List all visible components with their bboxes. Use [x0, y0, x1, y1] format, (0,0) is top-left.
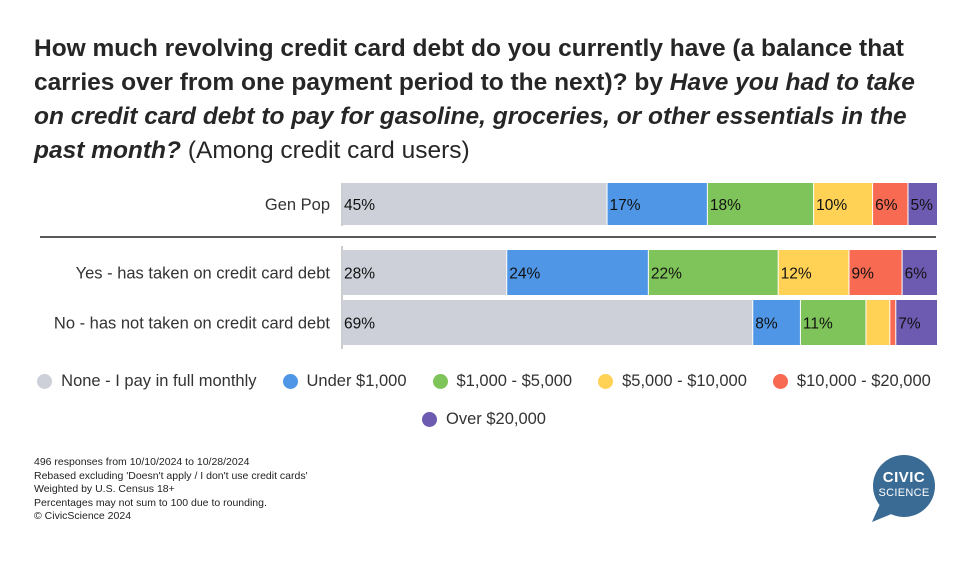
title-main: How much revolving credit card debt do y…	[34, 35, 904, 96]
stacked-bar-chart: Gen Pop 45% 17% 18% 10% 6% 5% Yes - has taken o…	[40, 183, 937, 349]
data-label: 24%	[509, 266, 540, 283]
footnote-line: © CivicScience 2024	[34, 510, 132, 522]
bar-segment	[342, 250, 507, 295]
logo-line1: CIVIC	[882, 469, 926, 486]
data-label: 69%	[344, 316, 375, 333]
title-by: by	[634, 69, 663, 96]
data-label: 18%	[710, 197, 741, 214]
bar-segment	[753, 300, 800, 345]
legend-label: Over $20,000	[446, 409, 546, 428]
bar-segment	[814, 183, 873, 225]
chart-legend: None - I pay in full monthly Under $1,000…	[34, 370, 934, 430]
data-label: 28%	[344, 266, 375, 283]
legend-swatch	[432, 373, 448, 389]
bar-segment	[778, 250, 849, 295]
data-label: 12%	[781, 266, 812, 283]
footnote-line: Weighted by U.S. Census 18+	[34, 483, 175, 495]
legend-item: Under $1,000	[282, 370, 407, 392]
legend-swatch	[422, 411, 437, 427]
footnote-line: 496 responses from 10/10/2024 to 10/28/2…	[34, 456, 250, 468]
civicscience-logo: CIVIC SCIENCE	[866, 452, 942, 528]
data-label: 6%	[875, 197, 898, 214]
bar-segment	[707, 183, 814, 225]
data-label: 6%	[905, 266, 928, 283]
data-label: 8%	[755, 316, 778, 333]
legend-item: Over $20,000	[422, 408, 546, 430]
data-label: 17%	[610, 197, 641, 214]
data-label: 10%	[816, 197, 847, 214]
title-note: (Among credit card users)	[187, 137, 470, 164]
footnotes: 496 responses from 10/10/2024 to 10/28/2…	[34, 456, 308, 524]
category-label: Gen Pop	[265, 196, 330, 214]
bar-segment	[800, 300, 866, 345]
legend-item: $1,000 - $5,000	[432, 370, 573, 392]
bar-segment	[902, 250, 937, 295]
data-label: 45%	[344, 197, 375, 214]
bar-segment	[908, 183, 937, 225]
logo-bubble-icon	[872, 455, 935, 522]
legend-swatch	[598, 373, 614, 389]
bar-segment	[873, 183, 908, 225]
bar-segment	[890, 300, 896, 345]
legend-item: None - I pay in full monthly	[37, 370, 257, 392]
data-label: 9%	[851, 266, 874, 283]
chart-title: How much revolving credit card debt do y…	[34, 32, 934, 168]
legend-item: $5,000 - $10,000	[598, 370, 747, 392]
legend-swatch	[37, 373, 53, 389]
category-label: Yes - has taken on credit card debt	[76, 265, 331, 283]
data-label: 11%	[803, 316, 833, 333]
bar-segment	[896, 300, 937, 345]
data-label: 7%	[898, 316, 921, 333]
legend-label: $5,000 - $10,000	[622, 371, 747, 390]
legend-label: $1,000 - $5,000	[456, 371, 573, 390]
data-label: 5%	[910, 197, 933, 214]
legend-item: $10,000 - $20,000	[772, 370, 931, 392]
bar-segment	[866, 300, 890, 345]
legend-swatch	[282, 373, 298, 389]
bar-segment	[607, 183, 707, 225]
footnote-line: Percentages may not sum to 100 due to ro…	[34, 496, 267, 509]
bar-segment	[507, 250, 648, 295]
data-label: 22%	[651, 266, 682, 283]
title-question: Have you had to take on credit card debt…	[34, 69, 915, 164]
legend-swatch	[772, 373, 788, 389]
bar-segment	[342, 183, 607, 225]
legend-label: $10,000 - $20,000	[796, 371, 931, 390]
logo-line2: SCIENCE	[878, 487, 930, 499]
category-label: No - has not taken on credit card debt	[54, 315, 330, 333]
bar-segment	[342, 300, 753, 345]
legend-label: None - I pay in full monthly	[61, 371, 257, 390]
legend-label: Under $1,000	[306, 371, 407, 390]
bar-segment	[648, 250, 778, 295]
footnote-line: Rebased excluding 'Doesn't apply / I don…	[34, 469, 308, 482]
bar-segment	[849, 250, 902, 295]
